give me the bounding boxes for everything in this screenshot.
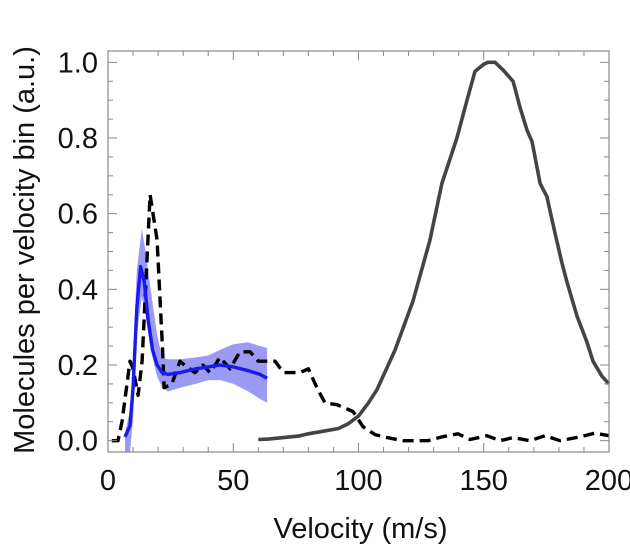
x-tick-label: 50 [217, 465, 249, 497]
tick-layer [107, 51, 610, 452]
series-black-dashed [111, 193, 610, 443]
y-tick-label: 0.6 [58, 199, 98, 231]
x-tick-label: 0 [100, 465, 116, 497]
y-axis-label: Molecules per velocity bin (a.u.) [9, 46, 41, 454]
x-axis-label: Velocity (m/s) [273, 513, 447, 545]
y-tick-label: 0.0 [58, 426, 98, 458]
x-tick-labels: 0 50 100 150 200 [100, 465, 630, 497]
y-tick-labels: 0.0 0.2 0.4 0.6 0.8 1.0 [58, 47, 98, 457]
series-gray-solid [258, 60, 611, 442]
series-layer [111, 60, 611, 443]
y-tick-label: 0.8 [58, 123, 98, 155]
series-blue-solid [123, 264, 268, 438]
y-tick-label: 0.2 [58, 350, 98, 382]
x-tick-label: 200 [585, 465, 630, 497]
x-tick-label: 100 [334, 465, 382, 497]
blue-confidence-band [125, 228, 268, 452]
plot-frame [107, 50, 610, 453]
y-tick-label: 0.4 [58, 274, 98, 306]
x-tick-label: 150 [460, 465, 508, 497]
band-layer [125, 228, 268, 452]
y-tick-label: 1.0 [58, 47, 98, 79]
